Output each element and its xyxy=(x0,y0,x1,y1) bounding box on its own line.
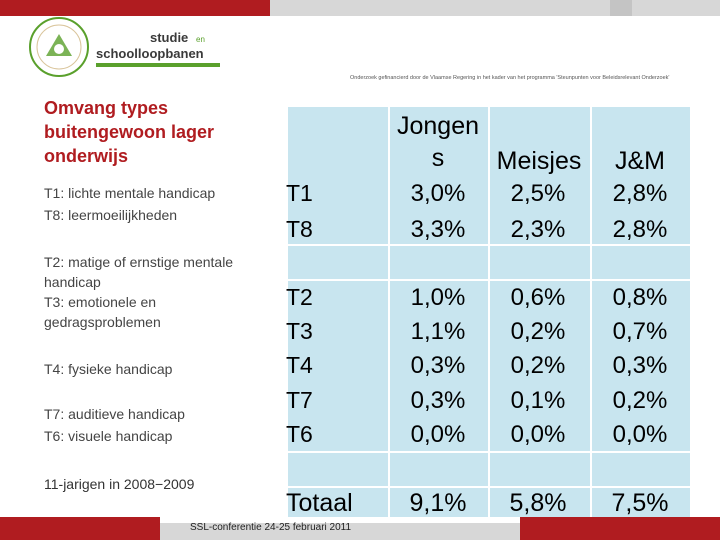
cell: 2,5% xyxy=(510,180,566,207)
group-line: T4: fysieke handicap xyxy=(44,361,173,377)
cell: 2,3% xyxy=(510,216,566,243)
cell: 0,0% xyxy=(410,421,466,448)
cell: 0,3% xyxy=(612,352,668,379)
logo: studie en schoolloopbanen xyxy=(28,16,223,78)
header-jongens-part1: Jongen xyxy=(396,112,480,140)
age-note: 11-jarigen in 2008−2009 xyxy=(44,476,195,492)
code-t1: T1 xyxy=(286,180,313,206)
cell: 0,3% xyxy=(410,352,466,379)
bottom-banner xyxy=(0,517,720,540)
top-banner-gray xyxy=(270,0,720,16)
cell: 3,3% xyxy=(410,216,466,243)
brand-connector: en xyxy=(196,35,205,44)
support-text: Onderzoek gefinancierd door de Vlaamse R… xyxy=(350,75,670,81)
group-line: T8: leermoeilijkheden xyxy=(44,207,178,223)
code-t6: T6 xyxy=(286,421,313,447)
group-line: T1: lichte mentale handicap xyxy=(44,185,216,201)
logo-seal-icon xyxy=(29,17,89,77)
group-line: T3: emotionele en gedragsproblemen xyxy=(44,294,161,330)
code-totaal: Totaal xyxy=(286,489,353,517)
page-title: Omvang types buitengewoon lager onderwij… xyxy=(44,98,215,166)
cell: 2,8% xyxy=(612,180,668,207)
cell: 1,0% xyxy=(410,284,466,311)
group-line: T2: matige of ernstige mentale handicap xyxy=(44,254,234,290)
cell-total: 9,1% xyxy=(409,489,467,517)
cell: 0,6% xyxy=(510,284,566,311)
brand-line2: schoolloopbanen xyxy=(96,46,204,61)
cell-total: 7,5% xyxy=(611,489,669,517)
cell: 0,2% xyxy=(612,387,668,414)
cell: 1,1% xyxy=(410,318,466,345)
group-t7-t6: T7: auditieve handicap T6: visuele handi… xyxy=(44,403,185,447)
code-t8: T8 xyxy=(286,216,313,242)
cell: 0,7% xyxy=(612,318,668,345)
cell: 3,0% xyxy=(410,180,466,207)
cell-total: 5,8% xyxy=(509,489,567,517)
cell: 2,8% xyxy=(612,216,668,243)
cell: 0,8% xyxy=(612,284,668,311)
group-line: T6: visuele handicap xyxy=(44,428,173,444)
brand-line1: studie xyxy=(150,30,189,45)
top-banner xyxy=(0,0,720,16)
footer-text: SSL-conferentie 24-25 februari 2011 xyxy=(190,522,352,533)
group-t4: T4: fysieke handicap xyxy=(44,358,172,380)
header-meisjes: Meisjes xyxy=(496,147,582,175)
brand-underline xyxy=(96,63,220,67)
top-banner-red xyxy=(0,0,270,16)
group-t2-t3: T2: matige of ernstige mentale handicap … xyxy=(44,252,274,332)
cell: 0,2% xyxy=(510,318,566,345)
code-t2: T2 xyxy=(286,284,313,310)
header-jongens: Jongen s xyxy=(390,110,486,174)
cell: 0,0% xyxy=(510,421,566,448)
group-t1-t8: T1: lichte mentale handicap T8: leermoei… xyxy=(44,182,215,226)
header-jm: J&M xyxy=(615,147,665,175)
cell: 0,2% xyxy=(510,352,566,379)
cell: 0,1% xyxy=(510,387,566,414)
code-t4: T4 xyxy=(286,352,313,378)
header-jongens-part2: s xyxy=(431,144,445,172)
group-line: T7: auditieve handicap xyxy=(44,406,185,422)
cell: 0,0% xyxy=(612,421,668,448)
code-t3: T3 xyxy=(286,318,313,344)
cell: 0,3% xyxy=(410,387,466,414)
code-t7: T7 xyxy=(286,387,313,413)
